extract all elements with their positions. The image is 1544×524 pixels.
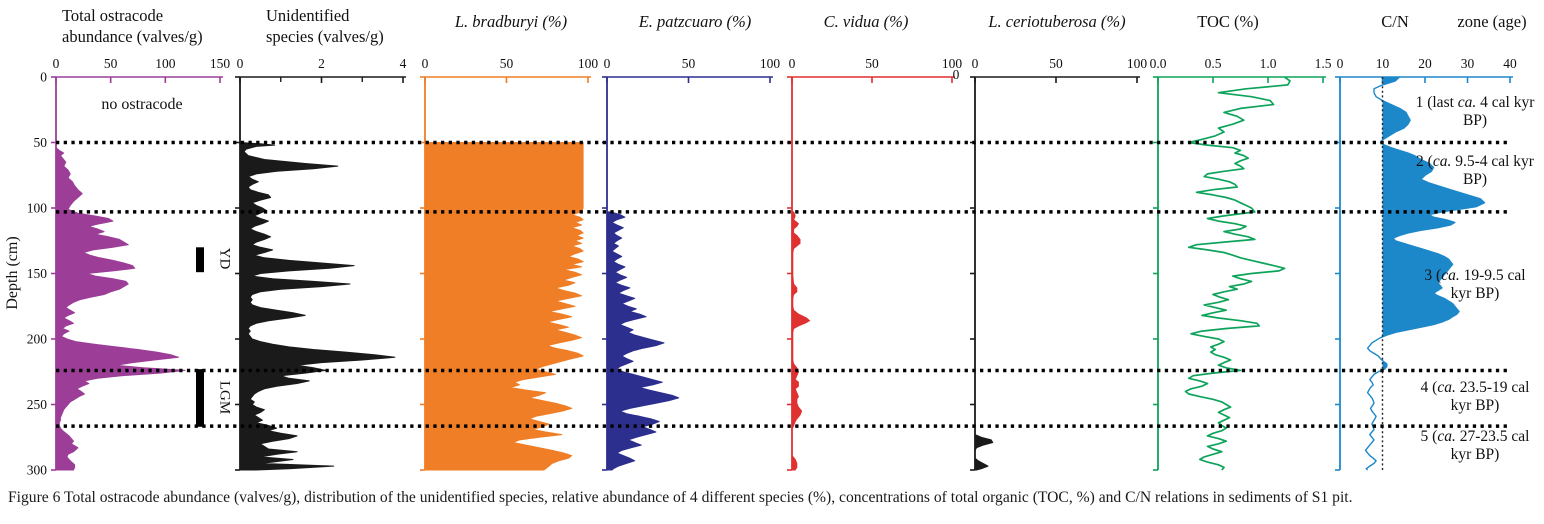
panel-total_abundance: 0 50 100 150 200 250 300 0 50 100 150 [27,56,231,478]
svg-text:0.0: 0.0 [1150,56,1167,71]
zone-ca: ca. [1432,153,1452,170]
depth-zero-label-ceriotuberosa: 0 [952,67,960,82]
svg-text:30: 30 [1461,56,1475,71]
svg-text:0: 0 [972,56,979,71]
svg-text:100: 100 [155,56,176,71]
column-title-total-abundance: Total ostracode abundance (valves/g) [62,5,282,47]
column-title-bradburyi: L. bradburyi (%) [454,12,568,31]
svg-text:50: 50 [865,56,879,71]
zone-text: 1 (last [1415,94,1458,111]
title-line: Total ostracode [62,6,164,25]
svg-text:0: 0 [40,70,47,85]
depth-axis-label: Depth (cm) [4,236,21,310]
yd-event-bar [196,247,204,273]
svg-text:50: 50 [34,135,48,150]
zone-text: 19-9.5 cal kyr BP) [1450,267,1526,302]
panel-vidua: 0 50 100 [787,56,963,471]
panel-unidentified: 0 2 4 [235,56,407,471]
zone-label-1: 1 (last ca. 4 cal kyr BP) [1413,94,1537,130]
zone-ca: ca. [1457,94,1477,111]
zone-text: 2 ( [1416,153,1433,170]
svg-text:50: 50 [500,56,514,71]
no-ostracode-annotation: no ostracode [101,96,183,113]
column-title-toc: TOC (%) [1197,12,1259,31]
zone-ca: ca. [1437,379,1456,396]
svg-text:0: 0 [53,56,60,71]
svg-text:100: 100 [942,56,963,71]
svg-text:50: 50 [1049,56,1063,71]
column-title-ceriotuberosa: L. ceriotuberosa (%) [988,12,1126,31]
zone-text: 23.5-19 cal kyr BP) [1450,379,1530,414]
svg-text:1.0: 1.0 [1260,56,1277,71]
zone-text: 27-23.5 cal kyr BP) [1450,428,1530,463]
svg-text:100: 100 [27,201,48,216]
zone-text: 4 ( [1420,379,1438,396]
zone-ca: ca. [1441,267,1460,284]
column-title-patzcuaro: E. patzcuaro (%) [638,12,752,31]
yd-event-label: YD [216,247,233,270]
panel-ceriotuberosa: 0 50 100 [970,56,1148,471]
svg-text:0.5: 0.5 [1205,56,1222,71]
zone-label-5: 5 (ca. 27-23.5 cal kyr BP) [1413,428,1537,464]
title-line: species (valves/g) [266,27,384,46]
zone-text: 5 ( [1420,428,1438,445]
svg-text:200: 200 [27,332,48,347]
svg-text:150: 150 [27,266,48,281]
svg-text:40: 40 [1503,56,1517,71]
svg-text:0: 0 [604,56,611,71]
svg-text:0: 0 [789,56,796,71]
zone-text: 3 ( [1424,267,1442,284]
panel-bradburyi: 0 50 100 [420,56,599,471]
lgm-event-bar [196,369,204,427]
svg-text:100: 100 [578,56,599,71]
column-title-cn: C/N [1381,12,1409,31]
svg-text:50: 50 [104,56,118,71]
title-line: abundance (valves/g) [62,27,203,46]
figure-caption: Figure 6 Total ostracode abundance (valv… [8,489,1353,506]
svg-text:100: 100 [760,56,781,71]
column-title-vidua: C. vidua (%) [823,12,909,31]
zone-label-2: 2 (ca. 9.5-4 cal kyr BP) [1413,153,1537,189]
title-line: Unidentified [266,6,350,25]
panel-patzcuaro: 0 50 100 [602,56,781,471]
zone-ca: ca. [1437,428,1456,445]
zone-text: 4 cal kyr BP) [1462,94,1535,129]
lgm-event-label: LGM [216,380,233,415]
svg-text:4: 4 [400,56,407,71]
svg-text:10: 10 [1376,56,1390,71]
panel-toc: 0.0 0.5 1.0 1.5 [1150,56,1332,471]
svg-text:250: 250 [27,397,48,412]
panel-cn: 0 10 20 30 40 [1335,56,1517,471]
svg-text:1.5: 1.5 [1315,56,1332,71]
svg-text:0: 0 [237,56,244,71]
column-title-unidentified: Unidentified species (valves/g) [266,5,486,47]
zone-label-4: 4 (ca. 23.5-19 cal kyr BP) [1413,379,1537,415]
svg-text:20: 20 [1418,56,1432,71]
zone-label-3: 3 (ca. 19-9.5 cal kyr BP) [1413,267,1537,303]
column-title-zone-age: zone (age) [1457,12,1527,31]
zone-text: 9.5-4 cal kyr BP) [1451,153,1534,188]
svg-text:300: 300 [27,463,48,478]
svg-text:50: 50 [682,56,696,71]
svg-text:0: 0 [422,56,429,71]
svg-text:0: 0 [1337,56,1344,71]
svg-text:150: 150 [210,56,231,71]
svg-text:2: 2 [318,56,325,71]
svg-text:100: 100 [1127,56,1148,71]
